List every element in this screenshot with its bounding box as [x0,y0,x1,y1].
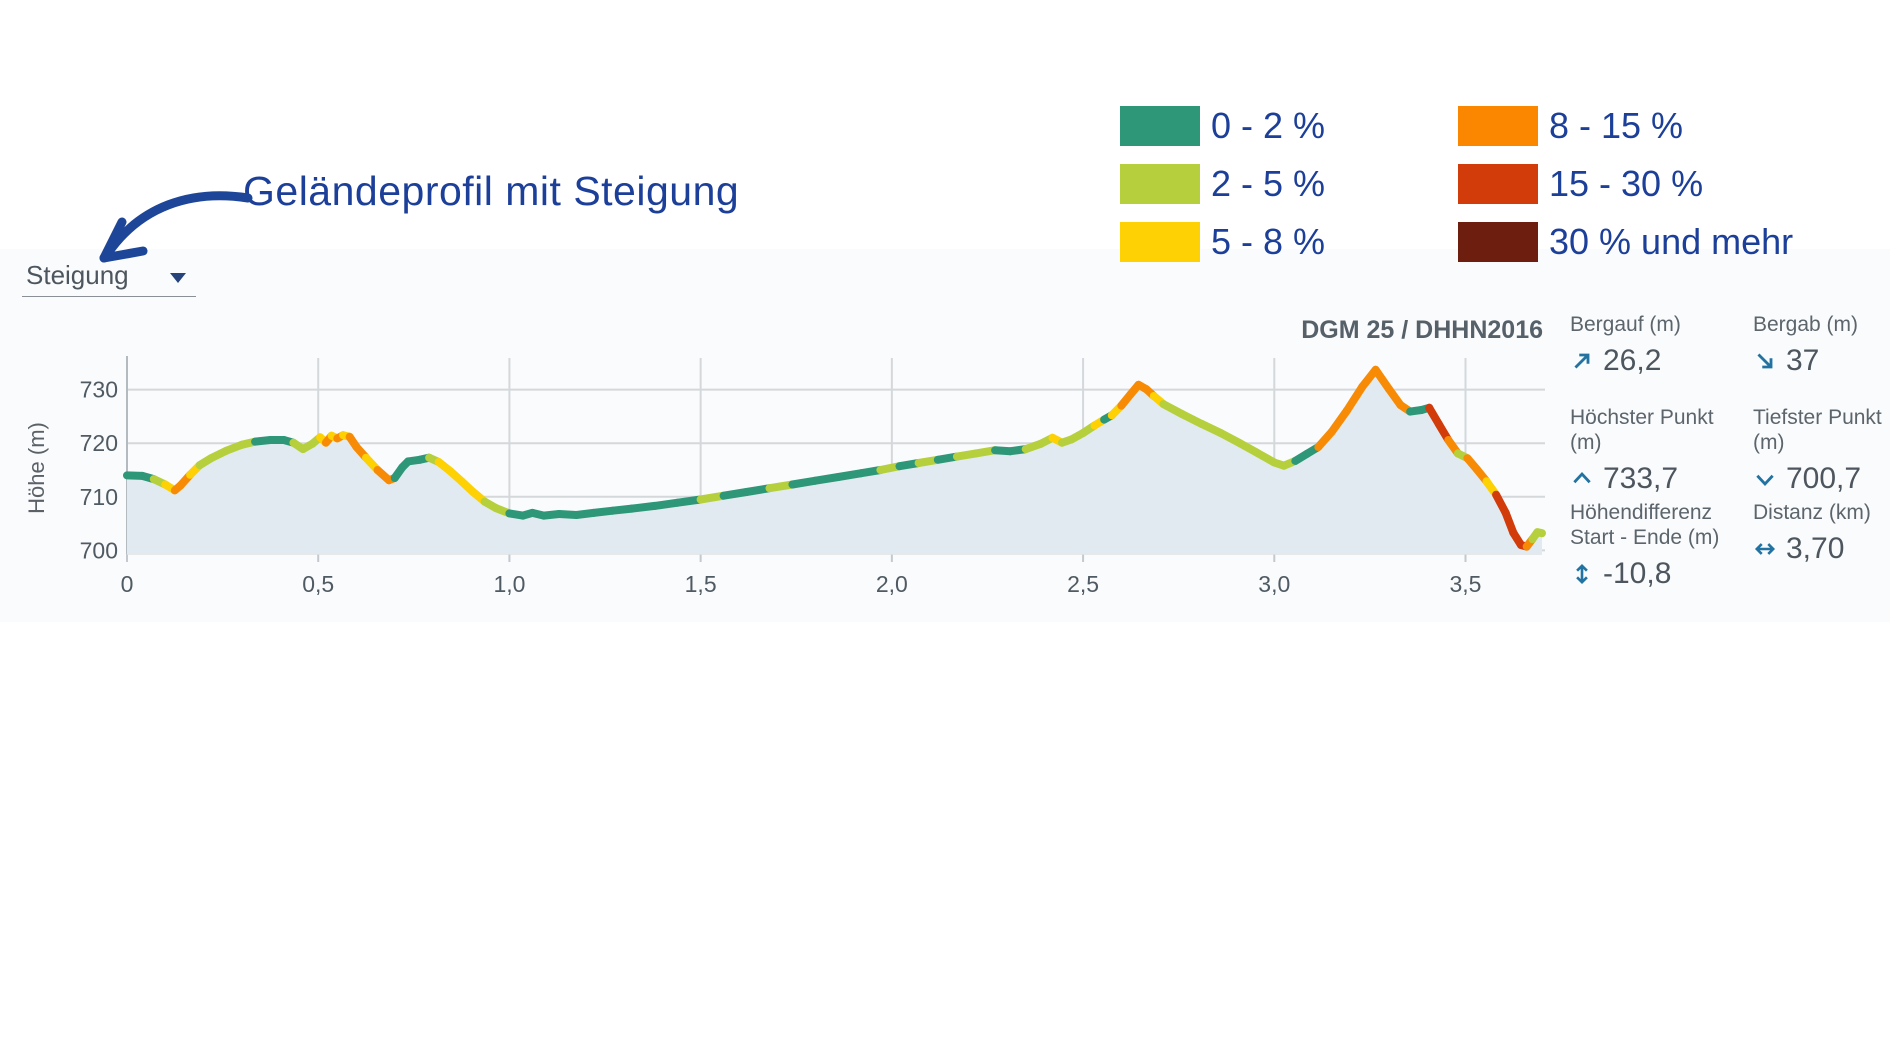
legend-swatch-5-8 [1120,222,1200,262]
stat-value: 26,2 [1603,344,1662,377]
legend-swatch-0-2 [1120,106,1200,146]
chevron-up-icon [1570,467,1594,491]
svg-text:0,5: 0,5 [302,571,334,597]
annotation-title: Geländeprofil mit Steigung [243,168,740,214]
stat-value: 37 [1786,344,1820,377]
stat-hoehendifferenz: Höhendifferenz Start - Ende (m) -10,8 [1570,500,1735,591]
svg-text:2,0: 2,0 [876,571,908,597]
legend-swatch-8-15 [1458,106,1538,146]
legend-item: 8 - 15 % [1458,105,1684,146]
legend-item: 0 - 2 % [1120,105,1326,146]
stat-distanz: Distanz (km) 3,70 [1753,500,1890,566]
svg-text:2,5: 2,5 [1067,571,1099,597]
legend-item: 15 - 30 % [1458,163,1704,204]
stat-value-row: 26,2 [1570,344,1735,378]
svg-text:3,5: 3,5 [1450,571,1482,597]
stat-label: Tiefster Punkt (m) [1753,406,1882,454]
chevron-down-icon [1753,467,1777,491]
stat-label: Bergab (m) [1753,313,1859,336]
stat-value-row: 3,70 [1753,532,1890,566]
arrow-down-right-icon [1753,349,1777,373]
steigung-dropdown[interactable]: Steigung [22,258,196,297]
stat-value-row: 700,7 [1753,462,1890,496]
stat-value-row: -10,8 [1570,557,1735,591]
legend-label: 0 - 2 % [1211,105,1326,146]
legend-item: 2 - 5 % [1120,163,1326,204]
svg-text:1,5: 1,5 [685,571,717,597]
stat-value: 3,70 [1786,532,1845,565]
legend-label: 8 - 15 % [1549,105,1684,146]
svg-text:0: 0 [121,571,134,597]
stat-label: Bergauf (m) [1570,313,1681,336]
legend-swatch-30-plus [1458,222,1538,262]
svg-text:720: 720 [80,430,118,456]
stat-value-row: 733,7 [1570,462,1735,496]
stat-label: Höchster Punkt (m) [1570,406,1714,454]
legend-item: 5 - 8 % [1120,221,1326,262]
steigung-dropdown-label: Steigung [26,260,129,290]
svg-text:710: 710 [80,484,118,510]
elevation-profile-chart[interactable]: 700 710 720 730 0 0,5 1,0 1,5 2,0 2,5 3,0 3,5 [0,240,1570,632]
stat-hoechster-punkt: Höchster Punkt (m) 733,7 [1570,405,1735,496]
svg-text:700: 700 [80,537,118,563]
arrow-up-down-icon [1570,562,1594,586]
stat-label: Distanz (km) [1753,501,1871,524]
stat-tiefster-punkt: Tiefster Punkt (m) 700,7 [1753,405,1890,496]
legend-swatch-2-5 [1120,164,1200,204]
stat-value: -10,8 [1603,557,1672,590]
stat-value: 700,7 [1786,462,1862,495]
source-label: DGM 25 / DHHN2016 [1301,316,1543,344]
svg-text:1,0: 1,0 [493,571,525,597]
legend-item: 30 % und mehr [1458,221,1794,262]
svg-text:730: 730 [80,377,118,403]
chevron-down-icon [170,273,186,283]
svg-text:3,0: 3,0 [1258,571,1290,597]
legend-label: 2 - 5 % [1211,163,1326,204]
arrow-up-right-icon [1570,349,1594,373]
legend-label: 5 - 8 % [1211,221,1326,262]
arrow-left-right-icon [1753,537,1777,561]
profile-widget-panel [0,249,1890,622]
stat-bergauf: Bergauf (m) 26,2 [1570,312,1735,378]
stat-value-row: 37 [1753,344,1890,378]
legend-label: 15 - 30 % [1549,163,1704,204]
stat-label: Höhendifferenz Start - Ende (m) [1570,501,1720,549]
stat-value: 733,7 [1603,462,1679,495]
legend-swatch-15-30 [1458,164,1538,204]
legend-label: 30 % und mehr [1549,221,1794,262]
stat-bergab: Bergab (m) 37 [1753,312,1890,378]
annotation-arrow-icon [99,191,253,263]
